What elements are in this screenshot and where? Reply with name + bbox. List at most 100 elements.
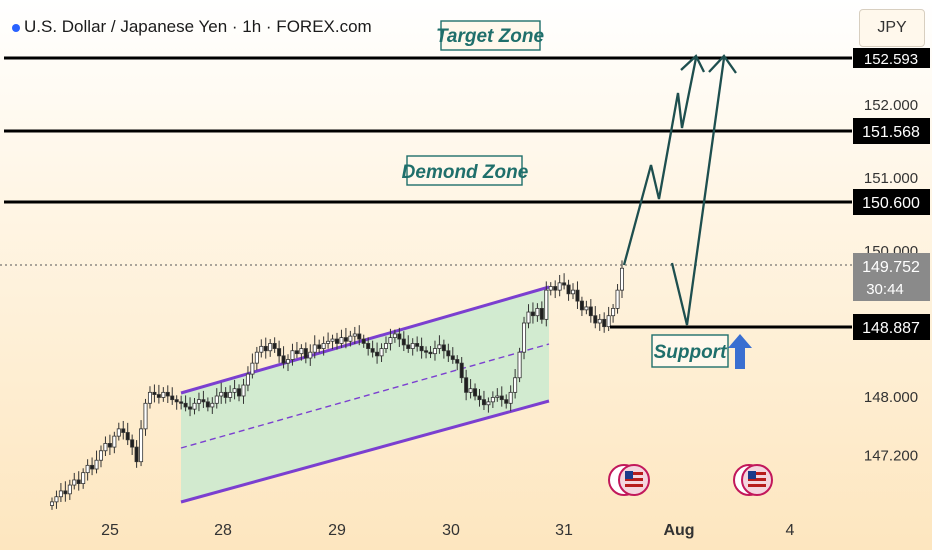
- candle: [553, 286, 558, 291]
- candle: [620, 267, 625, 291]
- candle: [526, 311, 531, 324]
- candle: [357, 333, 362, 340]
- candle: [147, 391, 152, 404]
- y-tick-label: 151.000: [864, 170, 918, 187]
- projection-path-1[interactable]: [622, 57, 698, 266]
- us-flag-event-icon[interactable]: [608, 464, 650, 496]
- candle: [473, 388, 478, 397]
- candle: [54, 496, 59, 503]
- candle: [250, 362, 255, 375]
- candle: [245, 373, 250, 386]
- candle: [348, 335, 353, 342]
- support-label[interactable]: Support: [651, 334, 729, 368]
- candle: [81, 472, 86, 484]
- candle: [192, 402, 197, 410]
- candle: [446, 350, 451, 357]
- channel-midline[interactable]: [180, 343, 550, 449]
- candle: [201, 399, 206, 403]
- candle: [513, 377, 518, 393]
- candle: [486, 401, 491, 406]
- candle: [548, 286, 553, 291]
- x-tick-label: 25: [101, 522, 119, 539]
- candle: [584, 306, 589, 311]
- current-price-tag: 149.752 30:44: [853, 253, 930, 301]
- candle: [517, 351, 522, 379]
- svg-text:30:44: 30:44: [866, 281, 904, 298]
- symbol-title: U.S. Dollar / Japanese Yen · 1h · FOREX.…: [24, 17, 372, 36]
- x-tick-label: 30: [442, 522, 460, 539]
- candle: [134, 446, 139, 463]
- candle: [130, 439, 135, 448]
- candle: [210, 402, 215, 408]
- svg-text:Demond Zone: Demond Zone: [402, 162, 529, 183]
- channel-lower-line[interactable]: [180, 399, 550, 504]
- arrowhead-1: [680, 54, 706, 73]
- candle: [107, 443, 112, 448]
- candle: [254, 351, 259, 364]
- candle: [450, 355, 455, 360]
- candle: [383, 343, 388, 349]
- y-tick-label: 147.200: [864, 447, 918, 464]
- candle: [112, 435, 117, 448]
- candle: [401, 338, 406, 346]
- candle: [183, 402, 188, 408]
- candle: [259, 345, 264, 353]
- candle: [277, 348, 282, 357]
- candle: [375, 351, 380, 357]
- candle: [597, 318, 602, 324]
- candle: [98, 450, 103, 461]
- candle: [263, 345, 268, 352]
- candle: [103, 443, 108, 452]
- candle: [294, 350, 299, 355]
- candle: [522, 322, 527, 353]
- candle: [228, 391, 233, 398]
- x-tick-label: 28: [214, 522, 232, 539]
- symbol-dot-icon: [12, 23, 20, 32]
- svg-text:152.593: 152.593: [864, 51, 918, 68]
- y-tick-label: 152.000: [864, 97, 918, 114]
- candle: [317, 344, 322, 349]
- candle: [272, 343, 277, 349]
- candle: [281, 355, 286, 364]
- candle: [343, 337, 348, 342]
- candle: [410, 343, 415, 349]
- candle: [139, 428, 144, 463]
- target-zone-label[interactable]: Target Zone: [436, 20, 544, 51]
- candle: [268, 343, 273, 352]
- candle: [432, 348, 437, 355]
- candle: [174, 399, 179, 403]
- demand-bottom-price-tag: 150.600: [853, 189, 930, 215]
- candle: [326, 340, 331, 344]
- candle: [571, 289, 576, 295]
- candle: [330, 338, 335, 342]
- candle: [308, 351, 313, 359]
- candle: [179, 401, 184, 404]
- candle: [334, 338, 339, 344]
- channel-fill: [181, 287, 549, 502]
- candle: [205, 401, 210, 408]
- chart-title: U.S. Dollar / Japanese Yen · 1h · FOREX.…: [12, 17, 372, 37]
- candle: [58, 490, 63, 498]
- candle: [557, 282, 562, 291]
- candle: [490, 397, 495, 403]
- candle: [214, 395, 219, 404]
- time-axis[interactable]: 25 28 29 30 31 Aug 4: [101, 522, 794, 539]
- candle: [125, 432, 130, 441]
- demand-zone-label[interactable]: Demond Zone: [402, 155, 529, 186]
- candle: [508, 391, 513, 404]
- candle: [156, 394, 161, 398]
- support-price-tag: 148.887: [853, 314, 930, 340]
- svg-text:Target Zone: Target Zone: [436, 26, 544, 47]
- projection-path-2[interactable]: [670, 57, 726, 326]
- candle: [459, 362, 464, 379]
- candle: [468, 388, 473, 393]
- arrowhead-2: [708, 54, 737, 74]
- currency-button[interactable]: JPY: [859, 9, 925, 47]
- candle: [196, 399, 201, 404]
- candle: [72, 479, 77, 486]
- us-flag-event-icon-2[interactable]: [733, 464, 773, 496]
- y-tick-label: 148.000: [864, 389, 918, 406]
